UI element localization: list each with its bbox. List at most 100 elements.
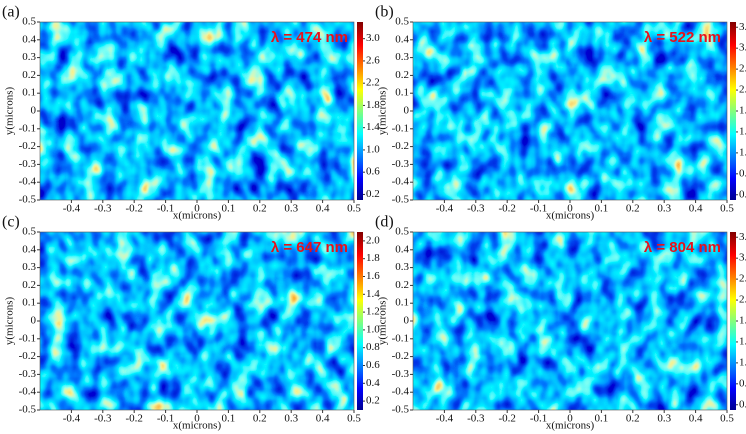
y-tick-label: 0.4 [395,33,409,45]
colorbar-tick-label: 2.2 [366,77,380,89]
colorbar-tick-label: 3.4 [739,21,746,33]
x-tick-label: -0.4 [436,413,454,425]
y-tick-label: -0.4 [392,386,410,398]
x-tick-label: -0.2 [498,413,515,425]
colorbar-tick-label: 1.2 [366,306,380,318]
x-tick-label: 0.1 [222,203,236,215]
y-tick-label: 0.5 [22,226,36,238]
x-tick-label: 0.1 [595,203,609,215]
colorbar-tick-label: 2.0 [366,234,380,246]
x-tick-label: 0.2 [626,203,640,215]
annotation: λ = 522 nm [644,29,721,46]
x-axis-label: x(microns) [173,210,222,222]
colorbar-tick-label: 0.2 [366,188,380,200]
y-tick-label: -0.5 [392,194,410,206]
y-tick-label: -0.1 [19,122,36,134]
colorbar-tick-label: 1.8 [366,252,380,264]
colorbar [730,232,736,410]
colorbar-tick-label: 1.4 [366,288,380,300]
annotation: λ = 647 nm [271,239,348,256]
y-tick-label: -0.3 [19,158,37,170]
colorbar [730,22,736,200]
x-tick-label: 0.2 [253,203,267,215]
y-axis-label: y(microns) [377,297,389,346]
y-tick-label: 0.3 [22,261,36,273]
x-axis-label: x(microns) [546,420,595,432]
y-tick-label: -0.4 [19,386,37,398]
colorbar-tick-label: 3.0 [739,42,746,54]
y-tick-label: 0 [404,105,410,117]
y-tick-label: -0.4 [19,176,37,188]
colorbar-tick-label: 1.5 [739,335,746,347]
colorbar-tick-label: 1.8 [366,99,380,111]
colorbar [357,22,363,200]
colorbar-tick-label: 1.1 [739,356,746,368]
y-tick-label: 0.4 [22,243,36,255]
annotation: λ = 804 nm [644,239,721,256]
x-tick-label: -0.1 [157,203,174,215]
panel-label: (a) [2,4,20,21]
x-tick-label: -0.1 [157,413,174,425]
colorbar-tick-label: 0.6 [366,359,380,371]
y-tick-label: -0.2 [19,140,36,152]
heatmap-field [40,22,354,200]
colorbar-tick-label: 2.3 [739,294,746,306]
x-tick-label: -0.1 [530,203,547,215]
x-tick-label: 0.3 [657,203,671,215]
x-tick-label: 0 [567,203,573,215]
x-tick-label: -0.2 [125,413,142,425]
y-tick-label: 0.3 [395,51,409,63]
colorbar-tick-label: 0.2 [366,395,380,407]
y-tick-label: 0.1 [22,87,36,99]
x-axis-label: x(microns) [546,210,595,222]
x-tick-label: -0.3 [94,413,112,425]
colorbar-tick-label: 1.0 [366,143,380,155]
x-tick-label: -0.4 [63,413,81,425]
x-tick-label: 0.5 [720,203,734,215]
y-tick-label: 0.5 [395,16,409,28]
y-tick-label: 0.4 [395,243,409,255]
y-tick-label: 0 [404,315,410,327]
x-tick-label: 0.2 [626,413,640,425]
colorbar-tick-label: 0.2 [739,188,746,200]
colorbar-tick-label: 2.6 [366,54,380,66]
colorbar-tick-label: 0.6 [366,166,380,178]
y-tick-label: 0.2 [395,279,409,291]
y-tick-label: -0.3 [19,368,37,380]
y-tick-label: -0.5 [19,404,37,416]
x-tick-label: 0.4 [689,413,703,425]
y-tick-label: 0.2 [395,69,409,81]
y-tick-label: 0.1 [395,297,409,309]
y-tick-label: 0.5 [22,16,36,28]
x-tick-label: 0 [567,413,573,425]
colorbar-tick-label: 3.1 [739,252,746,264]
x-tick-label: -0.2 [498,203,515,215]
colorbar-tick-label: 0.4 [366,377,380,389]
x-tick-label: -0.3 [467,413,485,425]
y-tick-label: -0.5 [19,194,37,206]
y-axis-label: y(microns) [4,87,16,136]
y-tick-label: 0.3 [22,51,36,63]
y-tick-label: 0 [31,315,37,327]
colorbar-tick-label: 3.0 [366,32,380,44]
x-tick-label: 0 [194,203,200,215]
x-tick-label: -0.1 [530,413,547,425]
x-tick-label: 0.3 [657,413,671,425]
y-tick-label: -0.4 [392,176,410,188]
colorbar-tick-label: 1.4 [366,121,380,133]
x-axis-label: x(microns) [173,420,222,432]
colorbar-tick-label: 3.5 [739,231,746,243]
y-tick-label: -0.1 [392,122,409,134]
y-tick-label: -0.2 [392,350,409,362]
panel-label: (b) [375,4,394,21]
colorbar-tick-label: 1.8 [739,105,746,117]
x-tick-label: 0 [194,413,200,425]
y-tick-label: 0.3 [395,261,409,273]
y-tick-label: -0.1 [392,332,409,344]
x-tick-label: 0.3 [284,413,298,425]
colorbar-tick-label: 2.2 [739,84,746,96]
x-tick-label: -0.2 [125,203,142,215]
panel-label: (c) [2,214,20,231]
x-tick-label: -0.4 [63,203,81,215]
